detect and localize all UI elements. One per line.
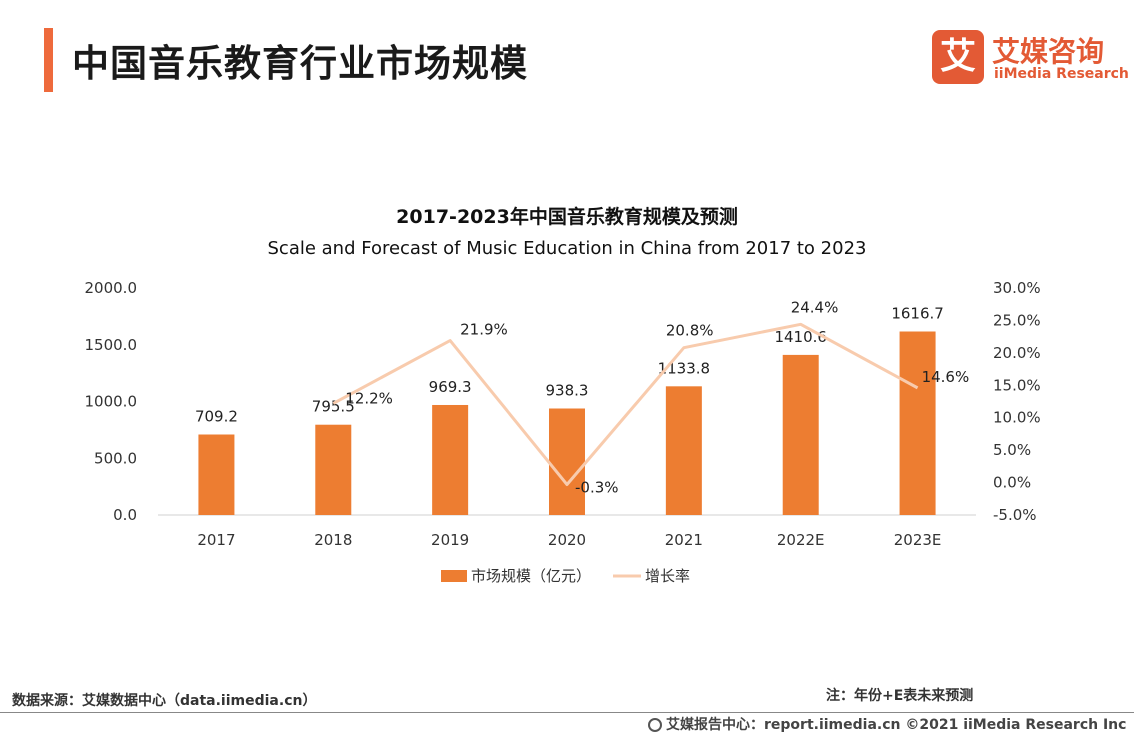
right-tick-label: 30.0% bbox=[993, 279, 1041, 297]
bar-value-label: 1410.6 bbox=[774, 328, 827, 346]
left-tick-label: 0.0 bbox=[113, 506, 137, 524]
combo-chart: 0.0 500.0 1000.0 1500.0 2000.0 -5.0% 0.0% 5.0%… bbox=[85, 279, 1041, 585]
globe-icon bbox=[648, 718, 662, 732]
growth-rate-line bbox=[332, 322, 919, 487]
left-tick-label: 500.0 bbox=[94, 449, 137, 467]
bar-2023E bbox=[899, 331, 936, 515]
x-tick-label: 2021 bbox=[665, 531, 703, 549]
page-title: 中国音乐教育行业市场规模 bbox=[72, 42, 528, 85]
bar-2021 bbox=[665, 386, 702, 515]
legend-label-line: 增长率 bbox=[645, 567, 690, 585]
x-tick-label: 2017 bbox=[197, 531, 235, 549]
bar-2022E bbox=[782, 354, 819, 515]
chart-subtitle: Scale and Forecast of Music Education in… bbox=[267, 238, 867, 259]
rate-label: 14.6% bbox=[922, 368, 970, 386]
logo-name-cn: 艾媒咨询 bbox=[992, 35, 1105, 68]
bar-2018 bbox=[315, 424, 352, 515]
x-tick-label: 2023E bbox=[894, 531, 942, 549]
bar-2020 bbox=[549, 408, 585, 515]
logo-mark-icon: 艾 bbox=[932, 30, 984, 84]
right-tick-label: 25.0% bbox=[993, 311, 1041, 329]
footer-credit-text: 艾媒报告中心：report.iimedia.cn ©2021 iiMedia R… bbox=[666, 717, 1127, 733]
data-source: 数据来源：艾媒数据中心（data.iimedia.cn） bbox=[12, 693, 317, 709]
rate-label: 24.4% bbox=[791, 298, 839, 316]
line-series: 12.2% 21.9% -0.3% 20.8% 24.4% 14.6% bbox=[332, 298, 970, 497]
iimedia-logo: 艾 艾媒咨询 iiMedia Research bbox=[932, 30, 1129, 90]
right-tick-label: 10.0% bbox=[993, 409, 1041, 427]
left-axis-ticks: 0.0 500.0 1000.0 1500.0 2000.0 bbox=[85, 279, 138, 524]
bar-value-label: 969.3 bbox=[429, 378, 472, 396]
legend-swatch-bar bbox=[441, 570, 467, 582]
right-tick-label: 5.0% bbox=[993, 441, 1031, 459]
x-tick-label: 2020 bbox=[548, 531, 586, 549]
bar-value-label: 795.5 bbox=[312, 398, 355, 416]
title-accent-bar bbox=[44, 28, 53, 92]
legend: 市场规模（亿元） 增长率 bbox=[441, 567, 690, 585]
left-tick-label: 1000.0 bbox=[85, 393, 138, 411]
rate-label: -0.3% bbox=[575, 479, 619, 497]
right-axis-ticks: -5.0% 0.0% 5.0% 10.0% 15.0% 20.0% 25.0% 30.0% bbox=[993, 279, 1041, 524]
right-tick-label: 15.0% bbox=[993, 376, 1041, 394]
x-tick-label: 2019 bbox=[431, 531, 469, 549]
right-tick-label: -5.0% bbox=[993, 506, 1037, 524]
footer-divider bbox=[0, 712, 1134, 713]
rate-label: 12.2% bbox=[345, 389, 393, 407]
chart-title: 2017-2023年中国音乐教育规模及预测 bbox=[396, 206, 738, 228]
bar-value-label: 709.2 bbox=[195, 408, 238, 426]
rate-label: 20.8% bbox=[666, 322, 714, 340]
left-tick-label: 2000.0 bbox=[85, 279, 138, 297]
rate-label: 21.9% bbox=[460, 321, 508, 339]
bar-value-label: 938.3 bbox=[546, 382, 589, 400]
x-tick-label: 2022E bbox=[777, 531, 825, 549]
bar-value-label: 1616.7 bbox=[891, 305, 944, 323]
bar-2017 bbox=[198, 434, 235, 515]
left-tick-label: 1500.0 bbox=[85, 336, 138, 354]
logo-name-en: iiMedia Research bbox=[994, 66, 1129, 82]
footer-credit: 艾媒报告中心：report.iimedia.cn ©2021 iiMedia R… bbox=[648, 714, 1126, 734]
right-tick-label: 0.0% bbox=[993, 474, 1031, 492]
bar-2019 bbox=[432, 404, 469, 515]
x-tick-label: 2018 bbox=[314, 531, 352, 549]
right-tick-label: 20.0% bbox=[993, 344, 1041, 362]
legend-label-bar: 市场规模（亿元） bbox=[471, 567, 591, 585]
forecast-note: 注：年份+E表未来预测 bbox=[826, 688, 974, 704]
x-axis-ticks: 2017 2018 2019 2020 2021 2022E 2023E bbox=[197, 531, 941, 549]
